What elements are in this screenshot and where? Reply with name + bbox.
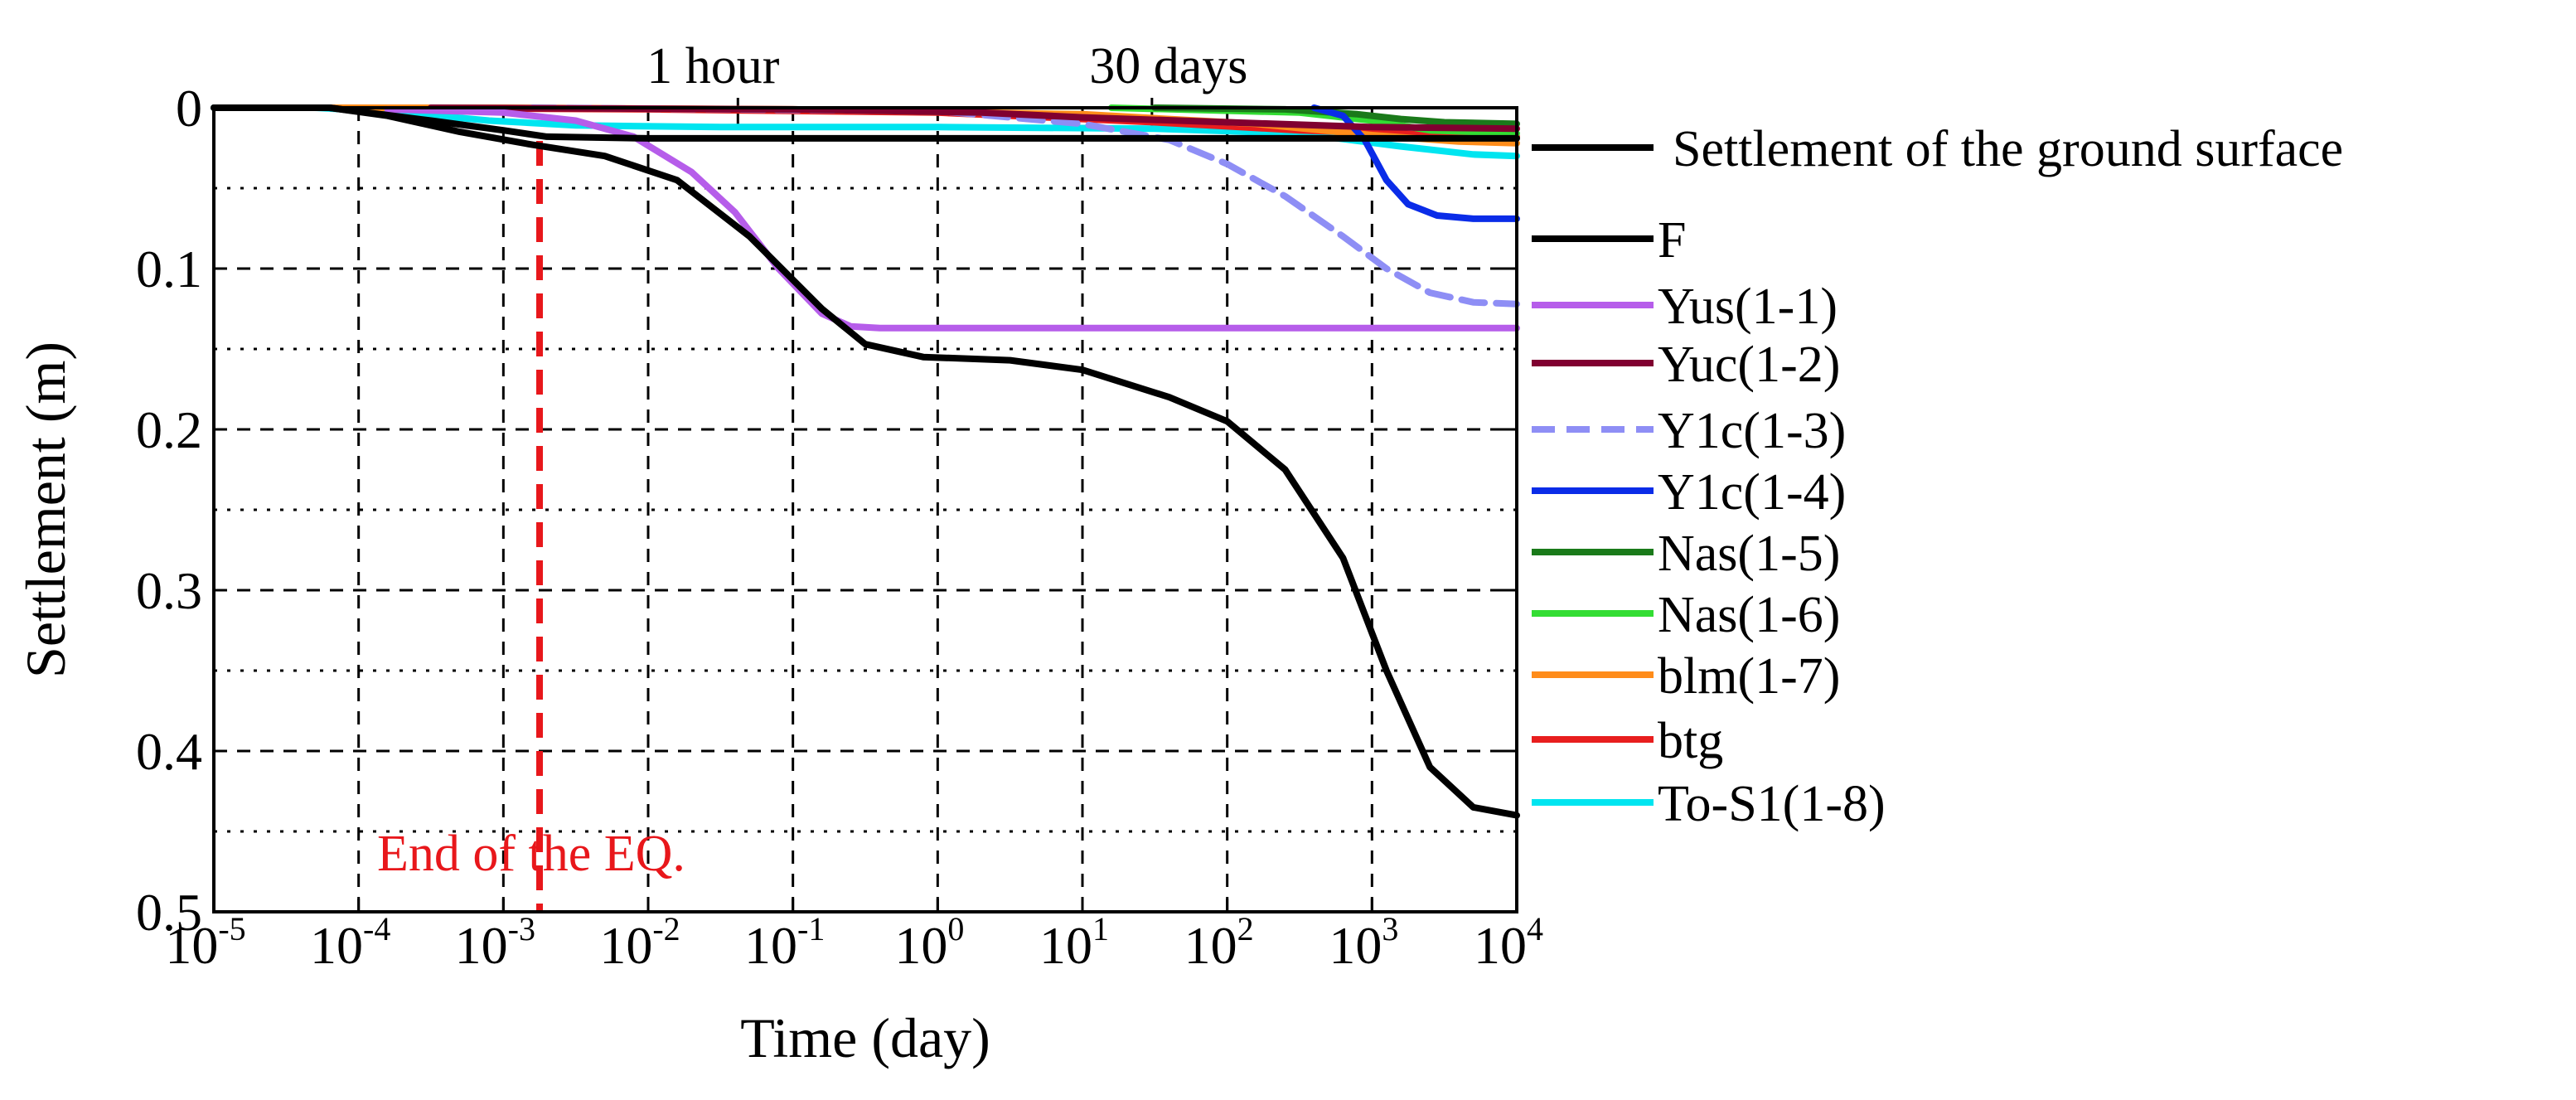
x-tick-label: 10-5: [165, 910, 245, 975]
x-tick-label: 103: [1329, 910, 1398, 975]
legend: Settlement of the ground surface F Yus(1-1…: [1532, 121, 2343, 832]
x-tick-label: 10-1: [744, 910, 825, 975]
y-tick-label: 0.3: [136, 561, 202, 620]
x-tick-label: 10-3: [455, 910, 535, 975]
x-axis-label: Time (day): [740, 1006, 990, 1069]
series-line-y1c-1-4: [1310, 104, 1520, 222]
legend-label-yus-1-1: Yus(1-1): [1658, 279, 1838, 335]
series-line-y1c-1-3: [529, 104, 1520, 308]
y-axis-label: Settlement (m): [14, 342, 77, 678]
legend-label-y1c-1-4: Y1c(1-4): [1658, 464, 1846, 521]
legend-label-nas-1-6: Nas(1-6): [1658, 587, 1840, 643]
x-tick-label: 104: [1474, 910, 1543, 975]
y-tick-label: 0: [176, 79, 202, 138]
legend-label-nas-1-5: Nas(1-5): [1658, 526, 1840, 582]
annotation-30-days: 30 days: [1089, 38, 1247, 94]
legend-label-settlement-of-the-ground-surface: Settlement of the ground surface: [1673, 121, 2343, 177]
annotation-1-hour: 1 hour: [646, 38, 780, 94]
legend-label-f: F: [1658, 212, 1686, 269]
y-tick-label: 0.4: [136, 722, 202, 781]
legend-label-btg: btg: [1658, 713, 1723, 769]
x-tick-label: 10-4: [310, 910, 390, 975]
x-tick-label: 10-2: [599, 910, 680, 975]
plot-frame: [212, 106, 1518, 913]
y-tick-label: 0.1: [136, 240, 202, 298]
legend-label-blm-1-7: blm(1-7): [1658, 648, 1840, 705]
annotation-end-of-eq: End of the EQ.: [377, 826, 685, 882]
legend-label-to-s1-1-8: To-S1(1-8): [1658, 776, 1886, 832]
series-line-settlement-of-the-ground-surface: [211, 104, 1520, 819]
x-tick-label: 102: [1184, 910, 1254, 975]
grid: [214, 108, 1517, 912]
x-tick-label: 101: [1039, 910, 1109, 975]
axis-ticks: 0 0.1 0.2 0.3 0.4 0.510-5 10-4 10-3 10-2 10-1 100 1…: [136, 79, 1543, 975]
x-tick-label: 100: [894, 910, 964, 975]
legend-label-y1c-1-3: Y1c(1-3): [1658, 403, 1846, 459]
y-tick-label: 0.2: [136, 400, 202, 459]
legend-label-yuc-1-2: Yuc(1-2): [1658, 337, 1840, 393]
y-tick-label: 0.5: [136, 883, 202, 942]
